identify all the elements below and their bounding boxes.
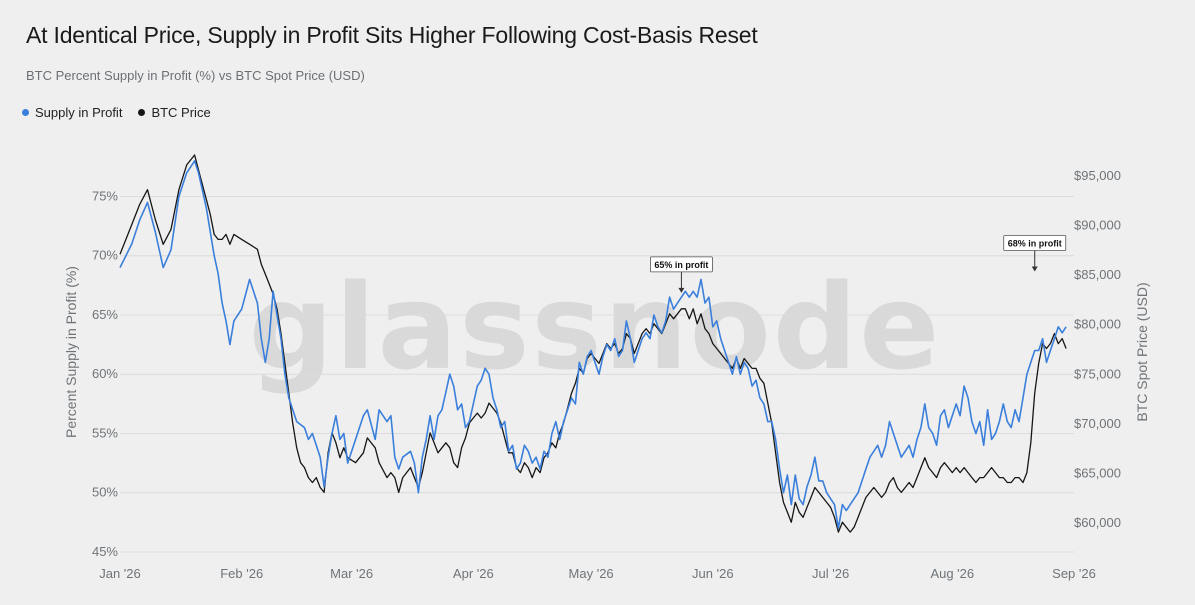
legend: Supply in Profit BTC Price xyxy=(22,105,211,120)
x-tick-label: Feb '26 xyxy=(220,566,263,581)
y-left-tick-label: 75% xyxy=(92,188,118,203)
y-right-tick-label: $95,000 xyxy=(1074,168,1121,183)
chart-title: At Identical Price, Supply in Profit Sit… xyxy=(26,22,758,48)
legend-item-supply[interactable]: Supply in Profit xyxy=(22,105,122,120)
x-tick-label: Mar '26 xyxy=(330,566,373,581)
legend-dot-price xyxy=(138,109,146,116)
annotation-arrowhead xyxy=(678,287,685,293)
x-tick-label: Jul '26 xyxy=(812,566,849,581)
annotation-label: 65% in profit xyxy=(654,260,708,270)
x-tick-label: Sep '26 xyxy=(1052,566,1096,581)
y-right-tick-label: $70,000 xyxy=(1074,416,1121,431)
y-right-tick-label: $75,000 xyxy=(1074,366,1121,381)
x-tick-label: May '26 xyxy=(569,566,614,581)
series-lines xyxy=(119,154,1067,533)
right-axis-ticks: $60,000 $65,000 $70,000 $75,000 $80,000 $85,0… xyxy=(1074,168,1121,530)
annotation-box xyxy=(650,256,713,273)
y-axis-right-title: BTC Spot Price (USD) xyxy=(1134,282,1150,421)
x-tick-label: Apr '26 xyxy=(453,566,494,581)
legend-label-price: BTC Price xyxy=(151,105,211,120)
watermark: glassnode xyxy=(249,258,942,396)
annotation-label: 68% in profit xyxy=(1008,239,1062,249)
y-right-tick-label: $80,000 xyxy=(1074,317,1121,332)
supply-in-profit-line xyxy=(119,160,1067,530)
y-left-tick-label: 70% xyxy=(92,248,118,263)
gridlines xyxy=(120,195,1074,553)
annotation-arrowhead xyxy=(1031,266,1038,272)
y-right-tick-label: $90,000 xyxy=(1074,217,1121,232)
chart-subtitle: BTC Percent Supply in Profit (%) vs BTC … xyxy=(26,68,365,83)
x-tick-label: Aug '26 xyxy=(930,566,974,581)
y-axis-left-title: Percent Supply in Profit (%) xyxy=(63,266,79,438)
legend-dot-supply xyxy=(22,109,29,116)
x-tick-label: Jun '26 xyxy=(692,566,734,581)
legend-label-supply: Supply in Profit xyxy=(35,105,123,120)
y-left-tick-label: 50% xyxy=(92,485,118,500)
y-right-tick-label: $85,000 xyxy=(1074,267,1121,282)
x-tick-label: Jan '26 xyxy=(99,566,141,581)
y-right-tick-label: $65,000 xyxy=(1074,466,1121,481)
y-right-tick-label: $60,000 xyxy=(1074,515,1121,530)
legend-item-price[interactable]: BTC Price xyxy=(138,105,211,120)
left-axis-ticks: 45% 50% 55% 60% 65% 70% 75% xyxy=(92,188,118,559)
annotation-box xyxy=(1003,235,1067,251)
x-axis-ticks: Jan '26 Feb '26 Mar '26 Apr '26 May '26 Jun '… xyxy=(99,566,1096,581)
y-left-tick-label: 60% xyxy=(92,366,118,381)
y-left-tick-label: 45% xyxy=(92,544,118,559)
y-left-tick-label: 65% xyxy=(92,307,118,322)
annotations: 65% in profit 68% in profit xyxy=(650,235,1067,293)
y-left-tick-label: 55% xyxy=(92,425,118,440)
